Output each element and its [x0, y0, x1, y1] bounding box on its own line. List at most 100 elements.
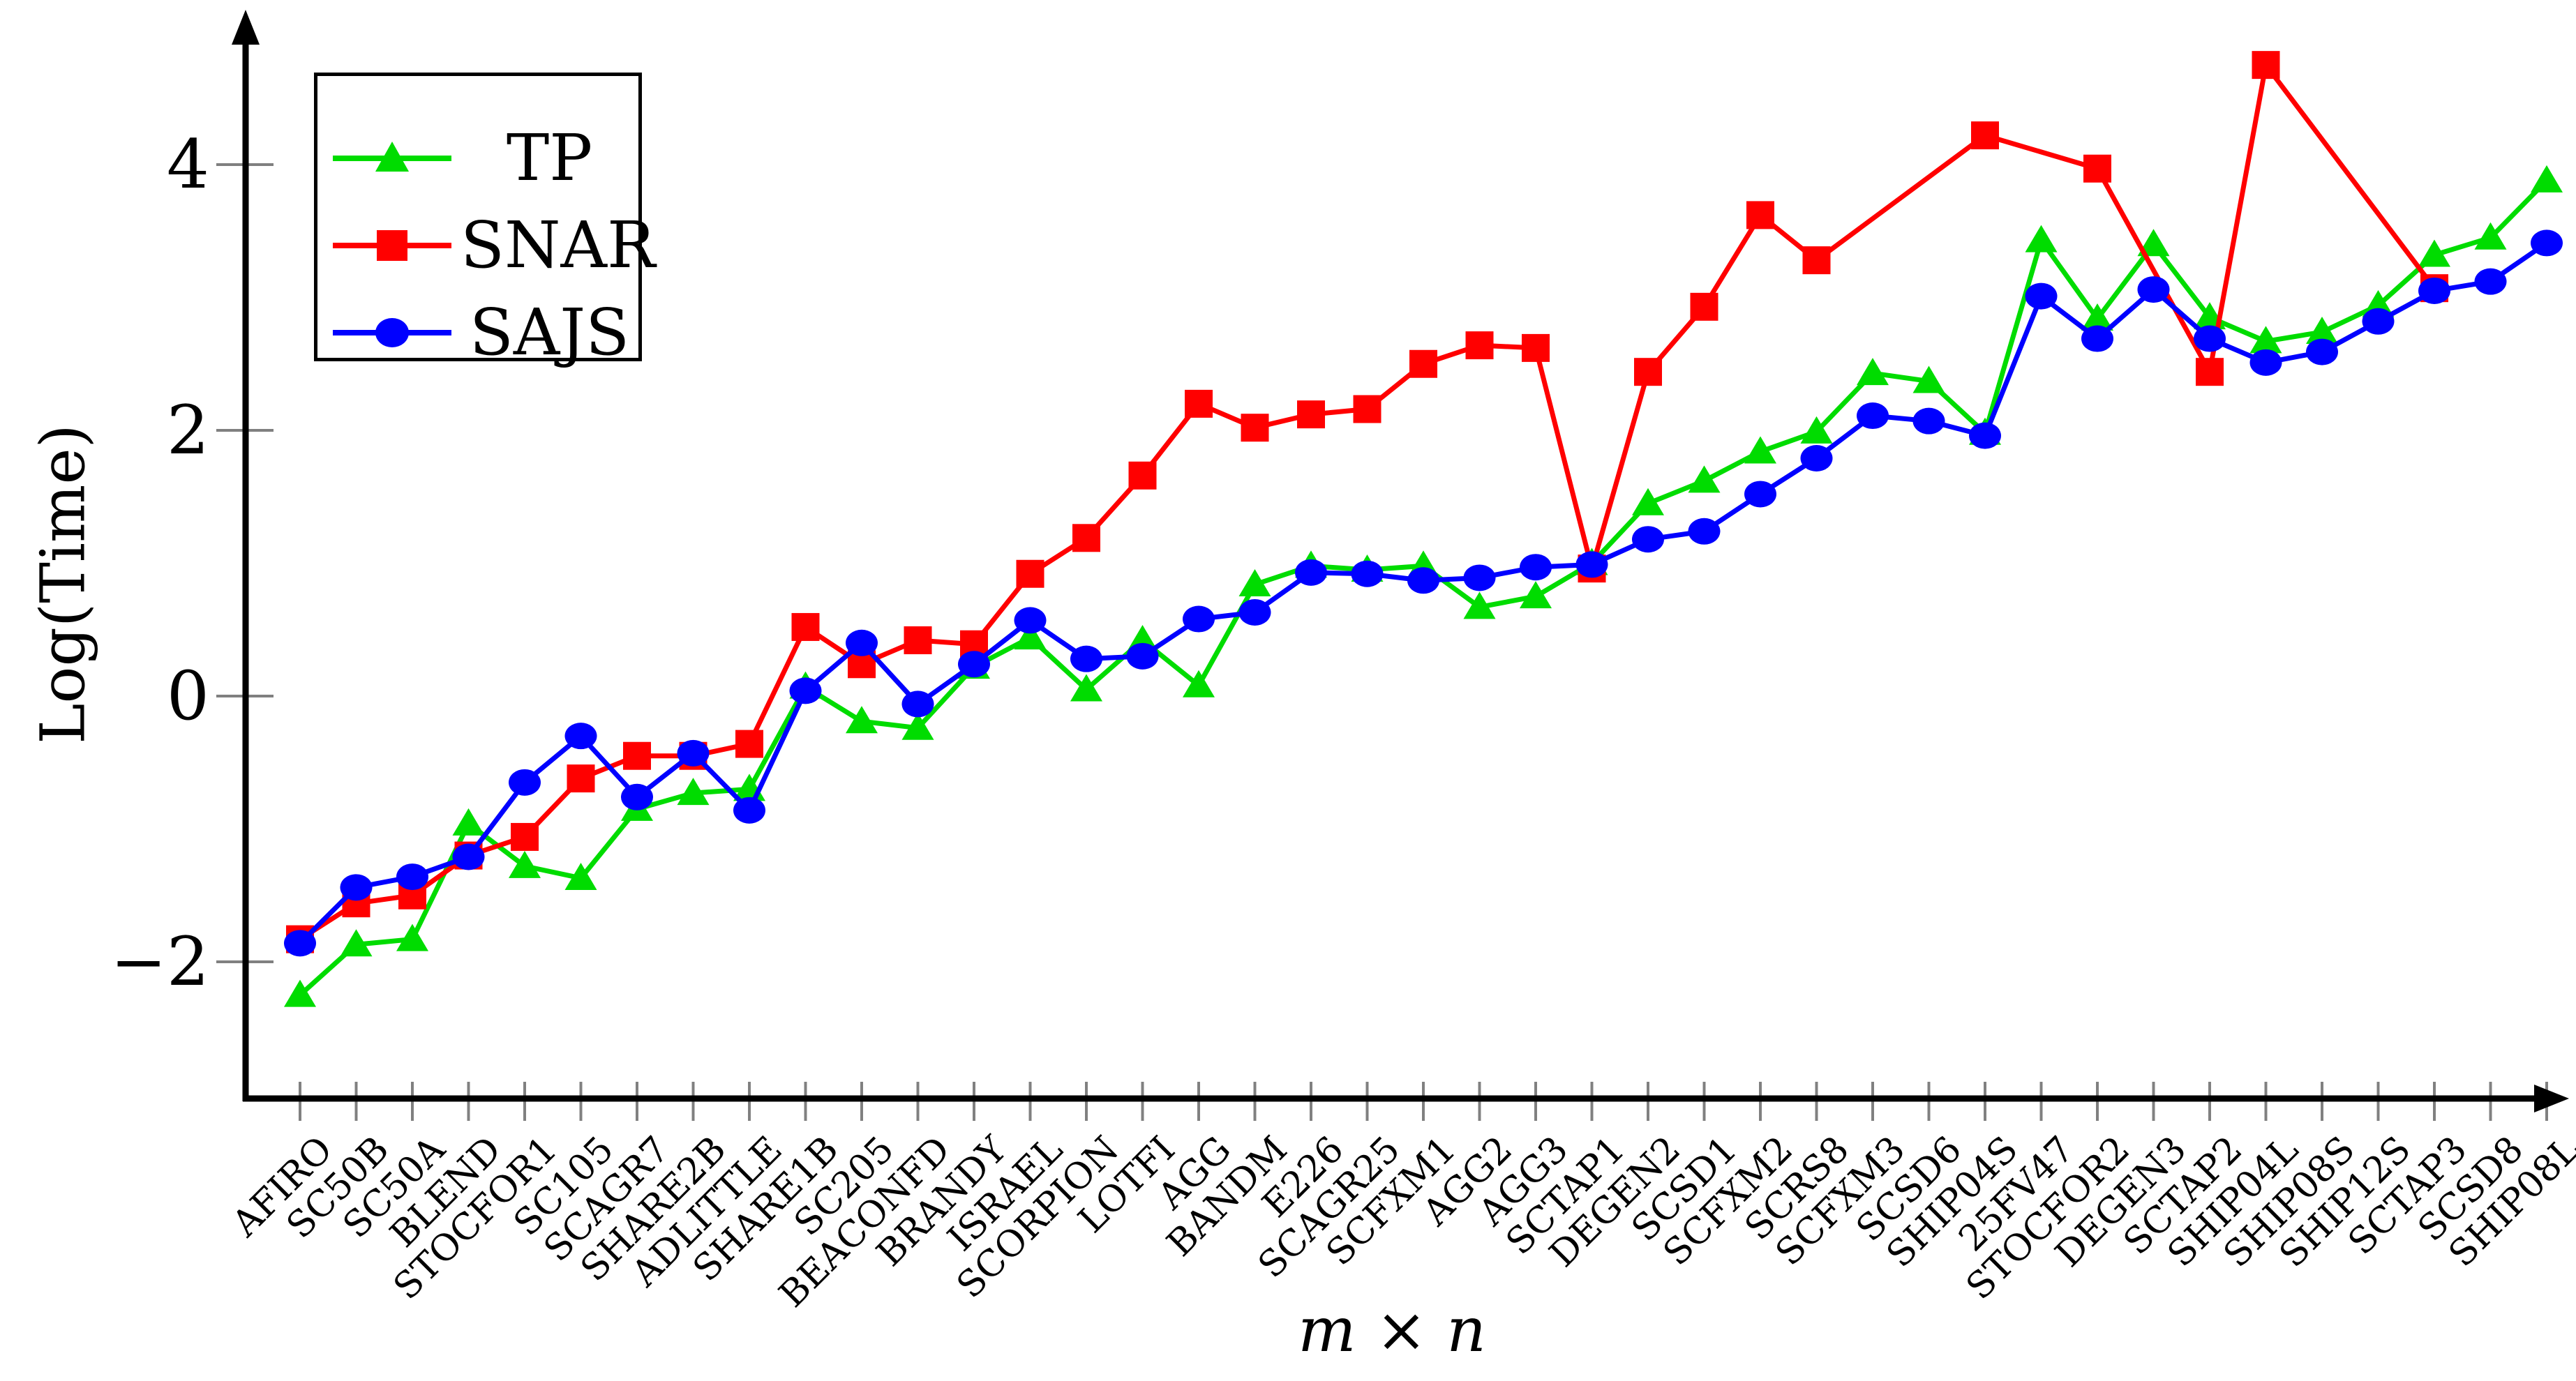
- data-point-marker-snar: [567, 764, 595, 793]
- x-axis-title: m × n: [1298, 1294, 1486, 1366]
- data-point-marker-tp: [1463, 591, 1496, 619]
- data-point-marker-sajs: [677, 739, 710, 767]
- data-point-marker-sajs: [1912, 407, 1945, 435]
- data-point-marker-snar: [1016, 559, 1044, 588]
- legend-circle-icon: [333, 318, 451, 347]
- data-point-marker-sajs: [1407, 567, 1439, 594]
- data-point-marker-snar: [2252, 51, 2280, 80]
- data-point-marker-sajs: [1575, 551, 1608, 578]
- data-point-marker-sajs: [340, 874, 373, 901]
- legend-item-sajs: SAJS: [317, 291, 638, 375]
- data-point-marker-snar: [623, 741, 651, 770]
- legend-item-tp: TP: [317, 116, 638, 200]
- data-point-marker-tp: [284, 979, 316, 1007]
- data-point-marker-tp: [452, 808, 485, 836]
- data-point-marker-snar: [1746, 201, 1774, 229]
- data-point-marker-tp: [564, 862, 597, 890]
- legend-label: SNAR: [460, 208, 656, 282]
- data-point-marker-tp: [1688, 465, 1721, 493]
- data-point-marker-tp: [2474, 222, 2507, 250]
- data-point-marker-sajs: [2249, 349, 2282, 376]
- data-point-marker-snar: [1802, 246, 1831, 275]
- data-point-marker-tp: [2137, 229, 2170, 257]
- data-point-marker-sajs: [1014, 607, 1047, 634]
- data-point-marker-tp: [2531, 165, 2563, 193]
- data-point-marker-sajs: [509, 769, 541, 796]
- data-point-marker-sajs: [2418, 277, 2450, 304]
- data-point-marker-snar: [1634, 358, 1662, 386]
- data-point-marker-sajs: [1183, 605, 1215, 633]
- data-point-marker-tp: [1912, 365, 1945, 393]
- y-tick-label: 0: [166, 657, 209, 735]
- y-tick-label: 4: [166, 126, 209, 204]
- data-point-marker-tp: [1183, 670, 1215, 697]
- data-point-marker-sajs: [1857, 402, 1889, 430]
- data-point-marker-snar: [1971, 121, 1999, 150]
- data-point-marker-tp: [396, 923, 428, 951]
- data-point-marker-sajs: [1688, 518, 1721, 545]
- data-point-marker-sajs: [564, 723, 597, 750]
- data-point-marker-sajs: [733, 797, 765, 824]
- data-point-marker-snar: [1297, 400, 1325, 429]
- data-point-marker-snar: [904, 626, 932, 654]
- data-point-marker-tp: [846, 706, 878, 734]
- data-point-marker-snar: [1185, 389, 1213, 418]
- data-point-marker-snar: [735, 730, 763, 758]
- data-point-marker-sajs: [1632, 526, 1664, 553]
- data-point-marker-snar: [1465, 331, 1494, 360]
- data-point-marker-sajs: [2531, 229, 2563, 257]
- y-axis-arrow-icon: [232, 10, 260, 45]
- legend-square-icon: [333, 230, 451, 261]
- data-point-marker-tp: [2249, 326, 2282, 354]
- data-point-marker-sajs: [1295, 559, 1327, 586]
- data-point-marker-tp: [340, 929, 373, 957]
- data-point-marker-tp: [2418, 239, 2450, 267]
- data-point-marker-tp: [901, 712, 934, 740]
- data-point-marker-snar: [1072, 524, 1100, 552]
- data-point-marker-snar: [511, 822, 539, 851]
- data-point-marker-sajs: [901, 690, 934, 718]
- data-point-marker-sajs: [1969, 422, 2001, 449]
- data-point-marker-sajs: [2081, 325, 2113, 352]
- data-point-marker-sajs: [1070, 645, 1102, 672]
- data-point-marker-sajs: [2362, 308, 2395, 335]
- data-point-marker-sajs: [1463, 564, 1496, 591]
- data-point-marker-tp: [1744, 436, 1776, 464]
- data-point-marker-sajs: [1800, 445, 1833, 472]
- data-point-marker-sajs: [2194, 325, 2226, 352]
- legend-label: SAJS: [469, 295, 630, 370]
- data-point-marker-snar: [1128, 461, 1157, 490]
- data-point-marker-tp: [2306, 317, 2338, 345]
- data-point-marker-snar: [1241, 414, 1269, 442]
- data-point-marker-snar: [2083, 154, 2111, 183]
- data-point-marker-sajs: [2025, 282, 2058, 310]
- data-point-marker-snar: [1409, 349, 1437, 378]
- data-point-marker-snar: [791, 612, 820, 641]
- data-point-marker-tp: [1857, 358, 1889, 386]
- y-tick-label: 2: [166, 391, 209, 469]
- data-point-marker-sajs: [1238, 598, 1271, 626]
- data-point-marker-sajs: [284, 930, 316, 957]
- data-point-marker-sajs: [1351, 560, 1384, 587]
- legend-label: TP: [506, 121, 593, 195]
- data-point-marker-sajs: [789, 677, 822, 704]
- data-point-marker-sajs: [621, 783, 653, 810]
- y-tick-label: −2: [110, 923, 209, 1001]
- data-point-marker-sajs: [396, 863, 428, 891]
- data-point-marker-tp: [1520, 581, 1552, 609]
- data-point-marker-tp: [1070, 674, 1102, 702]
- data-point-marker-tp: [1800, 416, 1833, 444]
- data-point-marker-tp: [2025, 225, 2058, 252]
- data-point-marker-tp: [1014, 622, 1047, 650]
- data-point-marker-snar: [1522, 333, 1550, 362]
- data-point-marker-snar: [1690, 292, 1718, 321]
- legend-item-snar: SNAR: [317, 204, 656, 287]
- data-point-marker-sajs: [1126, 642, 1159, 670]
- data-point-marker-sajs: [2137, 276, 2170, 303]
- data-point-marker-tp: [1632, 488, 1664, 515]
- data-point-marker-sajs: [452, 843, 485, 870]
- data-point-marker-tp: [509, 850, 541, 878]
- data-point-marker-tp: [677, 778, 710, 806]
